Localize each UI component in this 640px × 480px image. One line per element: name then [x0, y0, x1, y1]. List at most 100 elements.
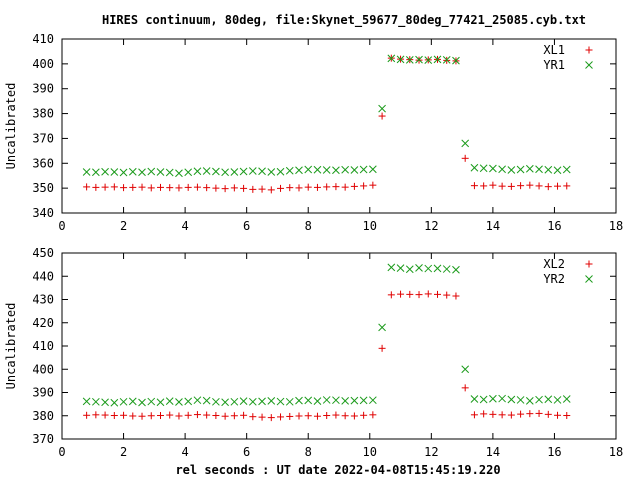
data-point-d2 — [248, 167, 257, 175]
plot-frame — [61, 252, 617, 440]
data-point — [110, 398, 119, 407]
y-tick-label: 410 — [32, 32, 54, 46]
data-point-d2 — [82, 168, 91, 176]
data-point — [442, 265, 451, 273]
data-point — [92, 183, 100, 191]
y-tick-label: 360 — [32, 156, 54, 170]
data-point-d2 — [202, 167, 211, 175]
data-point — [332, 411, 340, 419]
data-point — [120, 184, 128, 192]
data-point — [498, 165, 506, 174]
data-point — [332, 396, 340, 405]
data-point — [507, 182, 515, 190]
data-point-d2 — [156, 168, 165, 176]
data-point-d2 — [442, 265, 451, 273]
data-point — [258, 185, 266, 193]
data-point-d2 — [396, 264, 405, 272]
data-point — [156, 398, 165, 407]
data-point-d2 — [359, 396, 368, 405]
data-point — [489, 164, 497, 173]
data-point-d2 — [369, 165, 377, 174]
data-point-d2 — [461, 365, 470, 374]
data-point — [83, 183, 91, 191]
data-point-d2 — [138, 168, 146, 177]
data-point — [165, 168, 174, 177]
data-point-d2 — [562, 395, 571, 403]
y-tick-label: 340 — [32, 206, 54, 220]
data-point-d2 — [470, 395, 479, 403]
chart-title: HIRES continuum, 80deg, file:Skynet_5967… — [102, 13, 586, 28]
data-point-d2 — [147, 397, 156, 406]
data-point — [82, 397, 91, 406]
bottom-panel: 0 2 4 6 8 10 12 14 16 18 370 380 390 400 410 420 430 440 4… — [4, 246, 623, 459]
data-point-d2 — [507, 166, 516, 174]
data-point — [397, 290, 405, 298]
data-point-d2 — [230, 168, 239, 176]
data-point-d2 — [424, 264, 433, 273]
data-point-d2 — [175, 398, 183, 406]
data-point — [433, 290, 441, 298]
data-point — [304, 396, 313, 405]
data-point — [193, 183, 201, 191]
data-point-d2 — [525, 164, 534, 173]
data-point — [147, 412, 155, 420]
data-point-d2 — [562, 165, 571, 174]
data-point — [332, 183, 340, 191]
data-point — [230, 397, 239, 406]
y-tick-label: 420 — [32, 316, 54, 330]
x-tick-label: 2 — [120, 219, 127, 233]
x-tick-label: 14 — [486, 445, 500, 459]
data-point — [249, 413, 257, 421]
data-point — [304, 183, 312, 191]
y-tick-label: 400 — [32, 57, 54, 71]
data-point — [240, 184, 248, 192]
data-point-d2 — [276, 167, 285, 176]
data-point-d2 — [544, 395, 553, 404]
data-point-d2 — [128, 167, 137, 176]
data-point — [175, 398, 183, 406]
data-point-d2 — [128, 397, 137, 406]
x-tick-label: 6 — [243, 219, 250, 233]
data-point — [193, 396, 202, 405]
data-point — [396, 264, 405, 272]
y-tick-label: 380 — [32, 107, 54, 121]
data-point — [489, 394, 497, 403]
y-tick-label: 350 — [32, 181, 54, 195]
data-point-d2 — [341, 397, 350, 405]
data-point — [295, 184, 303, 192]
data-point-d2 — [516, 165, 525, 174]
y-tick-label: 450 — [32, 246, 54, 260]
data-point — [433, 264, 442, 273]
y-tick-label: 430 — [32, 293, 54, 307]
data-point — [258, 167, 266, 176]
data-point — [239, 397, 248, 405]
data-point — [341, 412, 349, 420]
data-point — [313, 412, 321, 420]
data-point-d2 — [285, 166, 294, 175]
data-point-d2 — [359, 165, 368, 174]
data-point — [184, 168, 193, 177]
data-point-d2 — [452, 56, 460, 65]
data-point-d2 — [405, 56, 414, 64]
data-point — [350, 396, 359, 405]
data-point — [166, 411, 174, 419]
data-point — [525, 164, 534, 173]
data-point-d2 — [295, 166, 303, 175]
data-point — [110, 183, 118, 191]
data-point — [267, 397, 276, 405]
x-tick-label: 4 — [181, 219, 188, 233]
legend-marker-d2 — [585, 275, 593, 283]
data-point — [221, 185, 229, 193]
x-tick-label: 0 — [58, 219, 65, 233]
data-point-d2 — [267, 397, 276, 405]
data-point — [323, 412, 331, 420]
x-tick-label: 4 — [181, 445, 188, 459]
y-tick-label: 440 — [32, 269, 54, 283]
data-point — [415, 291, 423, 299]
data-point-d2 — [350, 396, 359, 405]
data-point-d2 — [285, 397, 294, 406]
data-point — [120, 411, 128, 419]
data-point — [286, 184, 294, 192]
data-point — [92, 168, 100, 177]
